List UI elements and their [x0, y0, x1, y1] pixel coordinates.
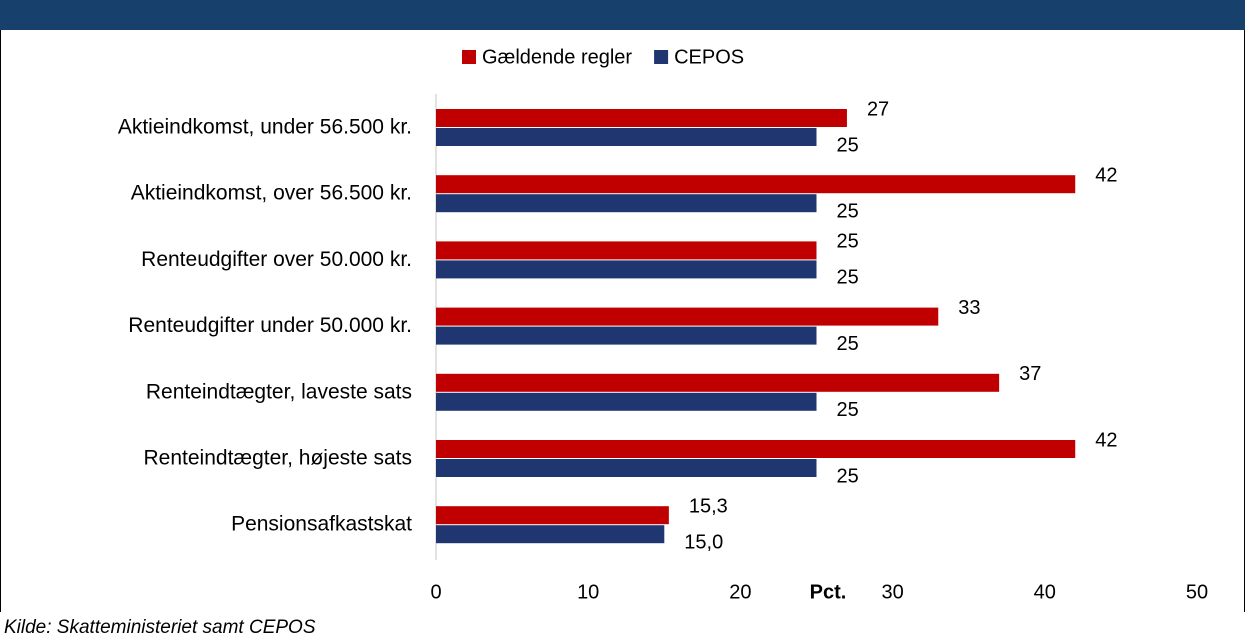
category-label: Aktieindkomst, under 56.500 kr. [118, 116, 412, 139]
category-label: Renteudgifter under 50.000 kr. [128, 314, 412, 337]
category-label: Aktieindkomst, over 56.500 kr. [131, 182, 412, 205]
legend-swatch [654, 50, 669, 64]
x-tick-label: 50 [1186, 581, 1208, 603]
value-label: 25 [837, 399, 859, 421]
x-tick-label: 40 [1034, 581, 1056, 603]
value-label: 37 [1019, 363, 1041, 385]
x-tick-label: 20 [729, 581, 751, 603]
bar [436, 373, 1000, 392]
bar [436, 307, 939, 326]
value-label: 25 [837, 267, 859, 289]
bar [436, 241, 817, 260]
x-tick-label: 10 [577, 581, 599, 603]
bar [436, 440, 1076, 458]
bar [436, 109, 847, 127]
legend-label: CEPOS [674, 46, 744, 68]
value-label: 15,3 [689, 495, 728, 517]
value-label: 25 [837, 134, 859, 156]
legend-label: Gældende regler [482, 46, 632, 68]
value-label: 42 [1095, 164, 1117, 186]
value-label: 42 [1095, 429, 1117, 451]
bar [436, 128, 817, 146]
value-label: 15,0 [684, 531, 723, 553]
value-label: 25 [837, 231, 859, 253]
x-axis-label: Pct. [810, 581, 847, 603]
bar [436, 506, 669, 525]
source-note: Kilde: Skatteministeriet samt CEPOS [4, 617, 316, 638]
legend-swatch [462, 50, 476, 64]
x-tick-label: 0 [430, 581, 441, 603]
category-label: Renteudgifter over 50.000 kr. [141, 248, 412, 271]
category-label: Renteindtægter, højeste sats [144, 447, 412, 470]
category-label: Pensionsafkastskat [231, 513, 412, 536]
bar [436, 459, 817, 477]
value-label: 25 [837, 200, 859, 222]
bar [436, 326, 817, 345]
value-label: 27 [867, 98, 889, 120]
header-banner [0, 0, 1245, 30]
value-label: 25 [837, 465, 859, 487]
x-tick-label: 30 [881, 581, 903, 603]
bar [436, 392, 817, 411]
bar [436, 525, 665, 544]
category-label: Renteindtægter, laveste sats [146, 380, 412, 403]
bar [436, 194, 817, 213]
bar [436, 175, 1076, 194]
bar [436, 260, 817, 279]
value-label: 25 [837, 333, 859, 355]
value-label: 33 [958, 297, 980, 319]
